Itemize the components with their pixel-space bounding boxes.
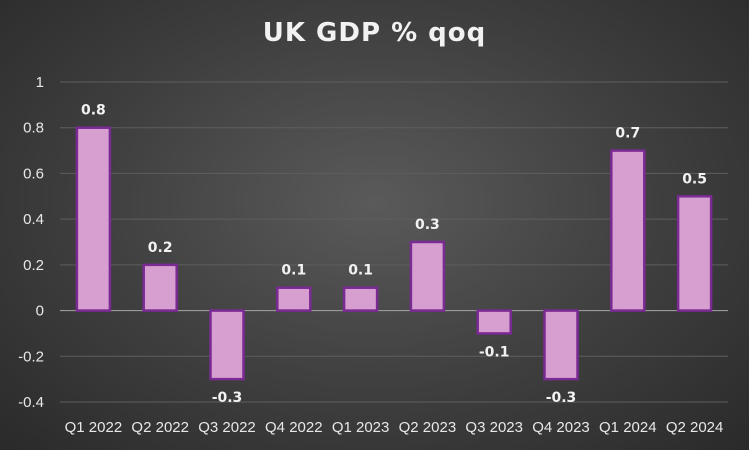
- chart-title: UK GDP % qoq: [262, 18, 487, 48]
- y-tick-label: 0.6: [23, 165, 44, 182]
- data-label: 0.1: [348, 263, 373, 279]
- y-tick-label: 0: [36, 303, 44, 320]
- x-tick-label: Q1 2024: [599, 419, 657, 436]
- x-tick-label: Q3 2022: [198, 419, 256, 436]
- x-tick-label: Q1 2022: [65, 419, 123, 436]
- data-label: 0.8: [81, 103, 106, 119]
- y-tick-label: -0.4: [18, 394, 44, 411]
- bar: [276, 286, 312, 312]
- data-label: 0.1: [281, 263, 306, 279]
- x-tick-label: Q2 2022: [131, 419, 189, 436]
- x-tick-label: Q2 2024: [666, 419, 724, 436]
- y-tick-label: 0.8: [23, 120, 44, 137]
- bar: [409, 240, 446, 312]
- data-label: 0.7: [615, 126, 640, 142]
- data-label: 0.3: [415, 217, 440, 233]
- bar: [142, 263, 178, 312]
- y-tick-label: 1: [36, 74, 44, 91]
- bar: [476, 309, 512, 335]
- data-label: 0.2: [148, 240, 173, 256]
- x-tick-label: Q1 2023: [332, 419, 390, 436]
- y-tick-label: 0.2: [23, 257, 44, 274]
- y-tick-label: 0.4: [23, 211, 44, 228]
- data-label: -0.3: [212, 390, 243, 406]
- x-tick-label: Q4 2022: [265, 419, 323, 436]
- x-tick-label: Q3 2023: [465, 419, 523, 436]
- y-tick-label: -0.2: [18, 348, 44, 365]
- bar: [209, 309, 245, 381]
- data-label: -0.3: [546, 390, 577, 406]
- bar: [75, 126, 112, 312]
- data-label: -0.1: [479, 344, 510, 360]
- data-label: 0.5: [682, 171, 707, 187]
- bar: [610, 149, 646, 312]
- bar: [342, 286, 379, 312]
- bar: [676, 195, 713, 312]
- bar: [543, 309, 579, 381]
- x-tick-label: Q2 2023: [399, 419, 457, 436]
- x-tick-label: Q4 2023: [532, 419, 590, 436]
